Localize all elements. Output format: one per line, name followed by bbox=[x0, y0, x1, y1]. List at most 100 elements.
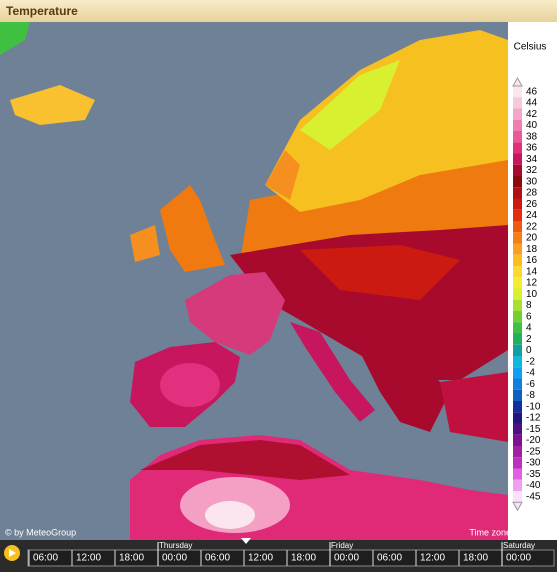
time-cursor bbox=[241, 538, 251, 544]
legend-swatch bbox=[513, 209, 522, 221]
legend-label: 18 bbox=[526, 244, 538, 255]
legend-label: -35 bbox=[526, 469, 541, 480]
legend-label: 6 bbox=[526, 311, 532, 322]
time-label[interactable]: 18:00 bbox=[463, 553, 488, 564]
legend-label: -25 bbox=[526, 446, 541, 457]
credit-source: © by MeteoGroup bbox=[5, 527, 76, 537]
legend-label: 0 bbox=[526, 345, 532, 356]
legend-swatch bbox=[513, 491, 522, 503]
timezone-note: Time zone: Etc/UTC bbox=[469, 527, 550, 537]
legend-swatch bbox=[513, 412, 522, 424]
legend-swatch bbox=[513, 243, 522, 255]
legend-label: 14 bbox=[526, 266, 538, 277]
legend-swatch bbox=[513, 446, 522, 458]
legend-swatch bbox=[513, 389, 522, 401]
legend-label: -40 bbox=[526, 480, 541, 491]
legend-swatch bbox=[513, 108, 522, 120]
legend-label: 22 bbox=[526, 221, 538, 232]
legend-swatch bbox=[513, 457, 522, 469]
legend-label: 12 bbox=[526, 278, 538, 289]
time-label[interactable]: 18:00 bbox=[291, 553, 316, 564]
legend-swatch bbox=[513, 131, 522, 143]
time-label[interactable]: 06:00 bbox=[377, 553, 402, 564]
legend-label: -30 bbox=[526, 458, 541, 469]
time-label[interactable]: 00:00 bbox=[506, 553, 531, 564]
legend-swatch bbox=[513, 86, 522, 98]
legend-label: 38 bbox=[526, 131, 538, 142]
legend-swatch bbox=[513, 479, 522, 491]
legend-label: 10 bbox=[526, 289, 538, 300]
legend-label: -4 bbox=[526, 368, 535, 379]
legend-label: -15 bbox=[526, 424, 541, 435]
legend-swatch bbox=[513, 434, 522, 446]
legend-swatch bbox=[513, 119, 522, 131]
time-label[interactable]: 00:00 bbox=[162, 553, 187, 564]
legend-label: 30 bbox=[526, 176, 538, 187]
time-label[interactable]: 12:00 bbox=[76, 553, 101, 564]
legend-swatch bbox=[513, 288, 522, 300]
legend-label: 44 bbox=[526, 98, 538, 109]
legend-swatch bbox=[513, 344, 522, 356]
legend-label: 36 bbox=[526, 143, 538, 154]
legend-swatch bbox=[513, 142, 522, 154]
legend-swatch bbox=[513, 356, 522, 368]
legend-label: 34 bbox=[526, 154, 538, 165]
legend-swatch bbox=[513, 299, 522, 311]
map bbox=[0, 22, 508, 540]
legend-swatch bbox=[513, 164, 522, 176]
time-label[interactable]: 06:00 bbox=[33, 553, 58, 564]
time-label[interactable]: 12:00 bbox=[248, 553, 273, 564]
time-label[interactable]: 12:00 bbox=[420, 553, 445, 564]
legend-label: 24 bbox=[526, 210, 538, 221]
day-label[interactable]: Thursday bbox=[159, 541, 192, 550]
legend-swatch bbox=[513, 322, 522, 334]
legend-swatch bbox=[513, 221, 522, 233]
legend-label: 28 bbox=[526, 188, 538, 199]
title: Temperature bbox=[6, 4, 78, 18]
legend-label: 46 bbox=[526, 86, 538, 97]
time-label[interactable]: 18:00 bbox=[119, 553, 144, 564]
legend-swatch bbox=[513, 153, 522, 165]
timeline[interactable]: 06:00 12:00 18:00 00:00 06:00 12:00 18:00 00:00… bbox=[27, 541, 555, 567]
play-icon[interactable] bbox=[9, 549, 16, 557]
time-label[interactable]: 06:00 bbox=[205, 553, 230, 564]
legend-label: 42 bbox=[526, 109, 538, 120]
legend-label: 26 bbox=[526, 199, 538, 210]
legend-swatch bbox=[513, 187, 522, 199]
title-bar bbox=[0, 0, 557, 22]
day-label[interactable]: Friday bbox=[331, 541, 353, 550]
timeline-strip bbox=[27, 549, 555, 567]
legend-swatch bbox=[513, 423, 522, 435]
legend-label: -20 bbox=[526, 435, 541, 446]
legend-swatch bbox=[513, 266, 522, 278]
time-label[interactable]: 00:00 bbox=[334, 553, 359, 564]
legend-swatch bbox=[513, 333, 522, 345]
legend-label: 2 bbox=[526, 334, 532, 345]
legend-arrow-top bbox=[512, 76, 523, 87]
day-label[interactable]: Saturday bbox=[503, 541, 535, 550]
legend: 4644424038363432302826242220181614121086… bbox=[512, 76, 541, 512]
legend-swatch bbox=[513, 468, 522, 480]
legend-label: -12 bbox=[526, 413, 541, 424]
legend-label: 4 bbox=[526, 323, 532, 334]
legend-swatch bbox=[513, 401, 522, 413]
legend-unit: Celsius bbox=[514, 42, 547, 53]
legend-label: -45 bbox=[526, 491, 541, 502]
legend-arrow-bottom bbox=[512, 501, 523, 512]
legend-label: 20 bbox=[526, 233, 538, 244]
legend-swatch bbox=[513, 378, 522, 390]
legend-label: 40 bbox=[526, 120, 538, 131]
legend-swatch bbox=[513, 367, 522, 379]
legend-swatch bbox=[513, 232, 522, 244]
legend-swatch bbox=[513, 311, 522, 323]
legend-swatch bbox=[513, 277, 522, 289]
legend-label: -6 bbox=[526, 379, 535, 390]
legend-label: 32 bbox=[526, 165, 538, 176]
legend-label: 8 bbox=[526, 300, 532, 311]
legend-swatch bbox=[513, 198, 522, 210]
legend-label: -10 bbox=[526, 401, 541, 412]
legend-label: -2 bbox=[526, 356, 535, 367]
legend-label: 16 bbox=[526, 255, 538, 266]
legend-label: -8 bbox=[526, 390, 535, 401]
